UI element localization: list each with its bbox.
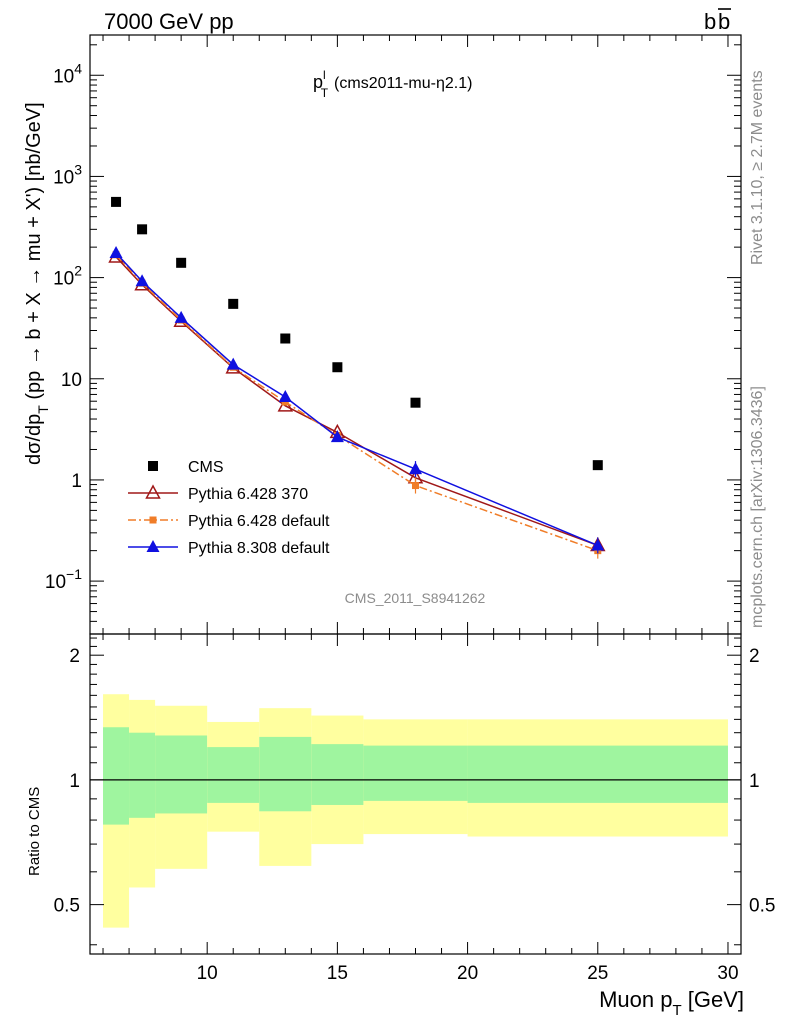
data-point <box>278 390 292 403</box>
ratio-panel <box>89 633 742 955</box>
data-point <box>412 482 419 490</box>
data-point <box>332 362 343 373</box>
y-tick-label: 103 <box>53 161 82 188</box>
ratio-inner-band <box>155 735 208 814</box>
y-tick-label: 10−1 <box>45 566 82 593</box>
data-point <box>280 333 291 344</box>
ratio-inner-band <box>207 747 260 803</box>
data-point <box>135 274 149 287</box>
data-point <box>410 397 421 408</box>
ratio-inner-band <box>311 744 364 805</box>
x-tick-label: 20 <box>457 963 478 984</box>
legend-marker <box>149 516 157 524</box>
ratio-y-tick-label: 1 <box>69 771 80 792</box>
data-point <box>228 298 239 309</box>
ratio-y-tick-label-right: 2 <box>749 646 760 667</box>
series-line <box>115 256 599 547</box>
legend-marker <box>148 461 158 471</box>
data-point <box>174 310 188 323</box>
series-line <box>115 252 599 547</box>
series-1 <box>108 248 606 554</box>
x-tick-label: 15 <box>327 963 348 984</box>
x-tick-label: 30 <box>717 963 738 984</box>
rivet-label: Rivet 3.1.10, ≥ 2.7M events <box>749 70 766 265</box>
legend-item: Pythia 6.428 default <box>128 513 330 530</box>
ratio-inner-band <box>103 727 130 825</box>
x-tick-label: 25 <box>587 963 608 984</box>
data-point <box>592 460 603 471</box>
ratio-y-tick-label: 0.5 <box>54 896 80 917</box>
y-tick-label: 10 <box>61 370 82 391</box>
svg-text:b: b <box>704 9 716 34</box>
ratio-inner-band <box>259 736 312 812</box>
ratio-y-tick-label-right: 0.5 <box>749 896 775 917</box>
data-point <box>409 462 422 475</box>
data-point <box>137 224 148 235</box>
data-point <box>176 257 187 268</box>
y-tick-label: 104 <box>53 60 82 87</box>
series-3 <box>109 246 605 554</box>
x-tick-label: 10 <box>197 963 218 984</box>
series-line <box>115 254 599 552</box>
ratio-inner-band <box>129 732 156 818</box>
ratio-y-tick-label-right: 1 <box>749 771 760 792</box>
legend-label: Pythia 6.428 370 <box>188 486 308 503</box>
plot-title: pl T(cms2011-mu-η2.1) <box>313 68 472 100</box>
legend-item: Pythia 8.308 default <box>128 540 330 557</box>
mcplots-label: mcplots.cern.ch [arXiv:1306.3436] <box>749 386 766 628</box>
legend-marker <box>145 484 161 499</box>
y-tick-label: 1 <box>71 471 82 492</box>
legend: CMS Pythia 6.428 370 Pythia 6.428 default P… <box>128 459 330 557</box>
legend-label: Pythia 6.428 default <box>188 513 330 530</box>
x-axis-title: Muon pT [GeV] <box>599 987 744 1019</box>
ratio-inner-band <box>363 745 468 801</box>
data-point <box>226 357 240 370</box>
legend-label: CMS <box>188 459 224 476</box>
legend-item: Pythia 6.428 370 <box>128 484 308 503</box>
data-point <box>109 246 123 259</box>
analysis-id: CMS_2011_S8941262 <box>345 590 486 606</box>
ratio-y-tick-label: 2 <box>69 646 80 667</box>
data-point <box>330 430 344 443</box>
data-point <box>591 538 605 551</box>
svg-text:b: b <box>718 9 730 34</box>
legend-item: CMS <box>148 459 224 476</box>
ratio-y-axis-title: Ratio to CMS <box>26 787 43 876</box>
legend-label: Pythia 8.308 default <box>188 540 330 557</box>
series-2 <box>112 251 602 559</box>
legend-marker <box>146 540 160 552</box>
data-point <box>111 196 122 207</box>
header-left: 7000 GeV pp <box>104 9 234 34</box>
main-y-axis-title: dσ/dpT (pp → b + X → mu + X') [nb/GeV] <box>23 102 51 465</box>
header-right: b b <box>704 8 731 34</box>
y-tick-label: 102 <box>53 263 82 290</box>
ratio-inner-band <box>467 745 728 803</box>
series-0 <box>111 196 603 471</box>
